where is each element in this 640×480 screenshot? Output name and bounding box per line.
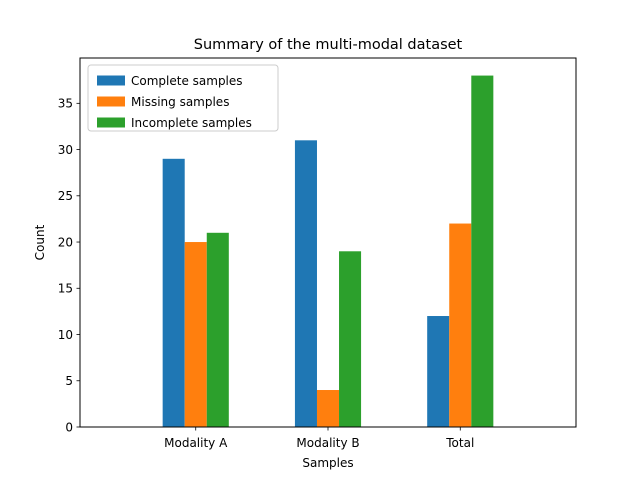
bar-incomplete-samples-1	[339, 251, 362, 427]
bar-complete-samples-1	[294, 140, 317, 427]
legend-entry-label: Incomplete samples	[131, 116, 252, 130]
y-tick-label: 25	[58, 189, 73, 203]
legend: Complete samples Missing samples Incomplet…	[87, 64, 279, 132]
y-tick-label: 5	[65, 374, 73, 388]
y-tick-label: 0	[65, 420, 73, 434]
bar-missing-samples-1	[316, 390, 340, 427]
x-tick-label: Total	[445, 436, 474, 450]
bar-incomplete-samples-2	[471, 75, 494, 427]
x-axis: Modality A Modality B Total	[164, 427, 474, 450]
chart-title: Summary of the multi-modal dataset	[194, 37, 463, 53]
bar-missing-samples-0	[184, 242, 207, 427]
bar-complete-samples-2	[427, 316, 450, 427]
bar-complete-samples-0	[162, 158, 185, 428]
y-tick-label: 20	[58, 235, 73, 249]
plot-frame	[79, 57, 577, 428]
y-tick-label: 10	[58, 328, 73, 342]
legend-swatch	[97, 96, 125, 107]
x-tick-label: Modality B	[296, 436, 359, 450]
bar-missing-samples-2	[449, 223, 472, 427]
y-tick-label: 15	[58, 282, 73, 296]
legend-entry-label: Missing samples	[131, 95, 229, 109]
x-axis-label: Samples	[302, 456, 353, 470]
bars-group	[162, 75, 494, 428]
x-tick-label: Modality A	[164, 436, 228, 450]
legend-swatch	[97, 117, 125, 128]
y-axis-label: Count	[33, 224, 47, 260]
legend-swatch	[97, 75, 125, 86]
y-axis: 0 5 10 15 20 25 30 35	[58, 97, 80, 434]
legend-entry-label: Complete samples	[131, 74, 243, 88]
bar-incomplete-samples-0	[206, 232, 229, 427]
y-tick-label: 30	[58, 143, 73, 157]
legend-box	[87, 64, 279, 132]
y-tick-label: 35	[58, 97, 73, 111]
